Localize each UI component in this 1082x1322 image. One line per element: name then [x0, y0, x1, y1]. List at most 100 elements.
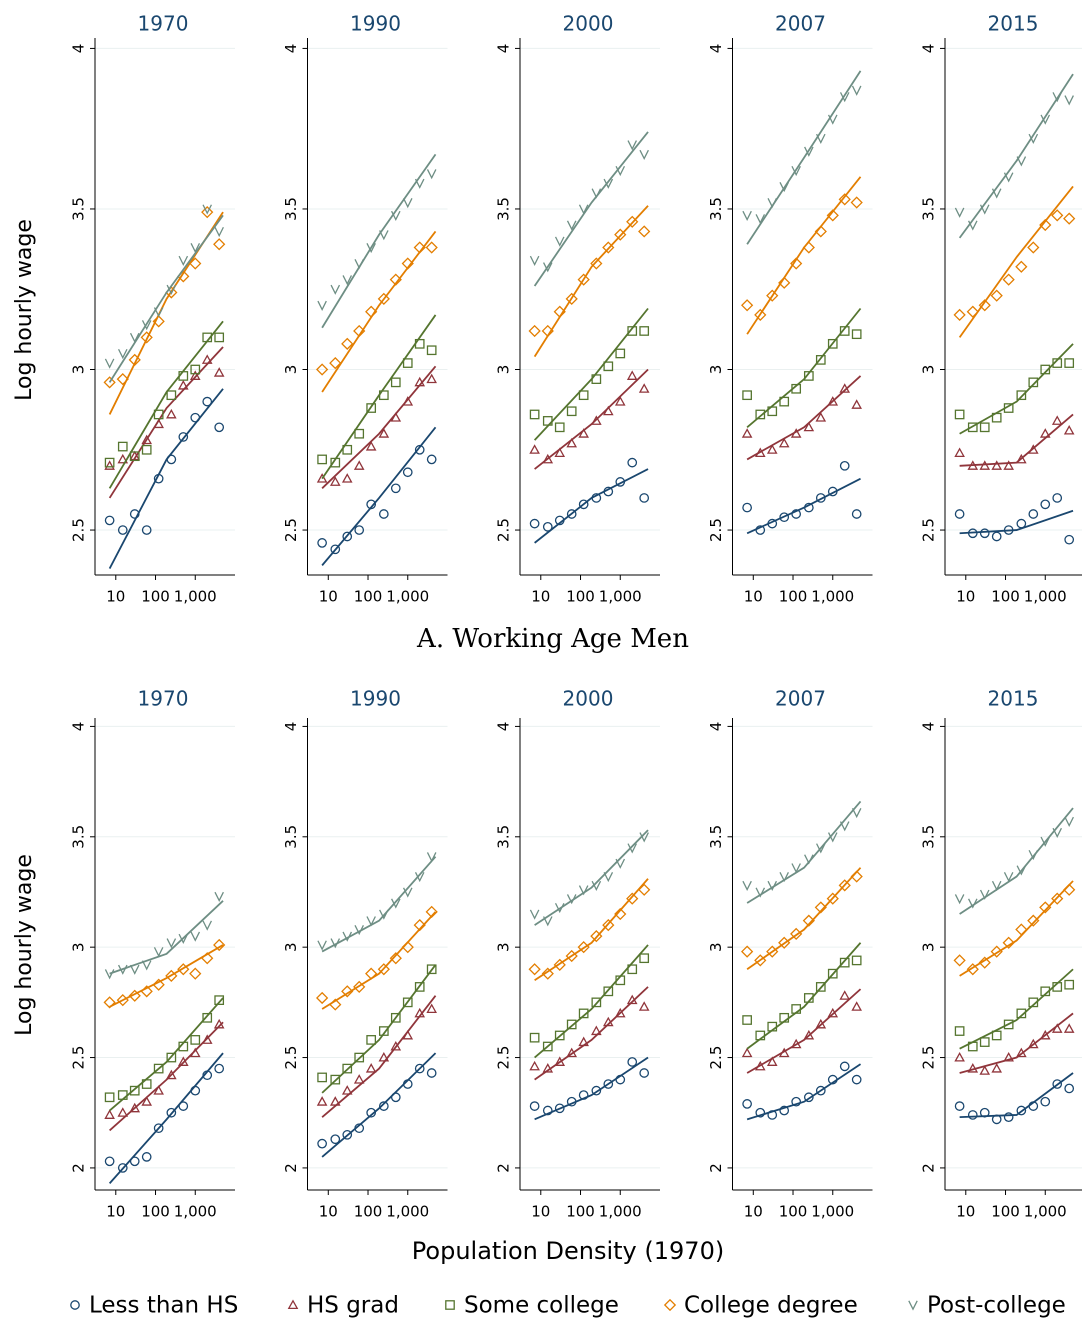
- x-tick-label: 100: [566, 588, 595, 606]
- point: [779, 396, 790, 407]
- point: [967, 898, 978, 909]
- x-tick-label: 1,000: [1024, 588, 1067, 606]
- y-axis-label: Log hourly wage: [12, 219, 37, 401]
- point: [1051, 209, 1064, 222]
- point: [1028, 509, 1039, 519]
- point: [991, 460, 1003, 470]
- point: [851, 1074, 862, 1085]
- fit-line: [746, 988, 862, 1074]
- point: [104, 358, 115, 369]
- point: [341, 1085, 353, 1095]
- point: [190, 364, 201, 375]
- point: [1016, 1105, 1027, 1116]
- fit-line: [959, 1072, 1074, 1119]
- point: [1003, 460, 1014, 470]
- point: [104, 460, 115, 470]
- point: [1052, 1079, 1063, 1089]
- y-tick-label: 4: [282, 722, 300, 732]
- point: [317, 1138, 327, 1149]
- legend-label: Some college: [464, 1293, 619, 1319]
- point: [141, 525, 152, 535]
- y-tick-label: 3.5: [495, 197, 513, 221]
- y-tick-label: 4: [70, 722, 88, 732]
- point: [153, 1085, 164, 1095]
- y-tick-label: 4: [495, 44, 513, 54]
- fit-line: [534, 468, 649, 544]
- point: [354, 925, 364, 936]
- point: [342, 931, 353, 942]
- point: [128, 989, 141, 1002]
- point: [426, 1003, 437, 1013]
- fit-line: [321, 153, 437, 329]
- point: [850, 196, 863, 209]
- point: [603, 986, 614, 997]
- x-tick-label: 1,000: [174, 1203, 217, 1221]
- point: [365, 1063, 377, 1073]
- point: [166, 390, 177, 401]
- point: [153, 409, 164, 420]
- point: [742, 210, 752, 222]
- point: [741, 428, 753, 438]
- point: [638, 383, 650, 393]
- y-tick-label: 2.5: [70, 1046, 88, 1070]
- point: [117, 441, 128, 452]
- point: [978, 299, 991, 312]
- point: [202, 1012, 213, 1023]
- point: [578, 390, 589, 401]
- point: [529, 909, 540, 920]
- point: [1039, 218, 1052, 232]
- point: [627, 140, 638, 151]
- point: [566, 406, 577, 417]
- point: [529, 518, 540, 529]
- point: [214, 1063, 225, 1074]
- point: [129, 1156, 140, 1167]
- point: [366, 243, 376, 254]
- point: [827, 396, 839, 406]
- point: [967, 1110, 978, 1120]
- point: [614, 907, 627, 921]
- y-tick-label: 2.5: [920, 518, 938, 542]
- point: [565, 292, 578, 305]
- point: [803, 1029, 815, 1040]
- point: [755, 409, 766, 420]
- point: [627, 457, 638, 468]
- point: [991, 531, 1002, 542]
- y-tick-label: 3: [70, 942, 88, 952]
- y-tick-label: 3: [920, 942, 938, 952]
- point: [316, 1096, 328, 1106]
- fit-line: [321, 365, 437, 489]
- point: [742, 1099, 752, 1109]
- point: [803, 371, 814, 381]
- x-tick-label: 1,000: [811, 588, 854, 606]
- fit-line: [534, 829, 649, 926]
- point: [330, 938, 341, 949]
- point: [816, 843, 826, 854]
- point: [566, 220, 577, 231]
- y-tick-label: 4: [282, 44, 300, 54]
- fit-line: [959, 343, 1074, 435]
- point: [542, 1041, 553, 1052]
- point: [378, 1052, 390, 1062]
- legend-marker: [445, 1300, 455, 1310]
- fit-line: [746, 867, 862, 970]
- point: [213, 238, 226, 251]
- point: [851, 329, 862, 340]
- x-tick-label: 10: [319, 1203, 338, 1221]
- point: [639, 953, 650, 964]
- point: [627, 964, 638, 975]
- y-tick-label: 2: [495, 1163, 513, 1173]
- point: [954, 1052, 965, 1062]
- x-tick-label: 1,000: [386, 1203, 429, 1221]
- x-tick-label: 10: [744, 588, 763, 606]
- point: [117, 525, 128, 535]
- point: [330, 284, 341, 295]
- fit-line: [321, 314, 437, 480]
- point: [590, 257, 603, 270]
- y-tick-label: 3.5: [920, 197, 938, 221]
- point: [554, 236, 565, 247]
- point: [742, 1015, 752, 1025]
- point: [979, 528, 990, 539]
- x-tick-label: 10: [531, 1203, 550, 1221]
- point: [426, 373, 437, 384]
- point: [190, 1035, 201, 1045]
